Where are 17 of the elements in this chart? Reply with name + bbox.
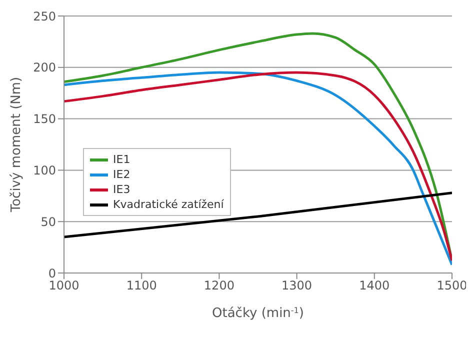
y-tick-label: 200 xyxy=(33,60,56,75)
y-tick-label: 50 xyxy=(40,214,56,229)
y-tick-label: 0 xyxy=(48,266,56,280)
legend-label: IE3 xyxy=(113,182,130,197)
y-axis-title: Točivý moment (Nm) xyxy=(9,76,24,214)
y-tick-label: 150 xyxy=(33,112,56,126)
y-tick-label: 250 xyxy=(33,9,56,24)
x-tick-label: 1300 xyxy=(282,278,312,293)
legend-label: Kvadratické zatížení xyxy=(113,197,224,212)
x-tick-label: 1200 xyxy=(204,278,234,293)
legend-label: IE2 xyxy=(113,167,130,182)
y-tick-label: 100 xyxy=(33,163,56,178)
x-tick-label: 1400 xyxy=(359,278,390,293)
x-axis-title: Otáčky (min$^{-1}$) xyxy=(212,306,304,321)
x-tick-label: 1100 xyxy=(126,278,157,293)
x-tick-label: 1000 xyxy=(48,278,80,293)
legend-label: IE1 xyxy=(113,152,130,167)
